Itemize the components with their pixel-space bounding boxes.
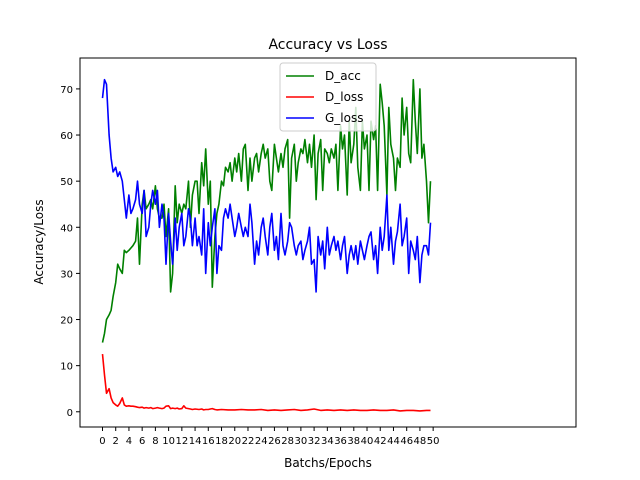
x-tick-label: 24 [255,436,268,447]
y-tick-label: 0 [67,408,73,419]
x-tick-label: 0 [99,436,105,447]
x-tick-label: 20 [228,436,241,447]
x-tick-label: 10 [162,436,175,447]
x-tick-label: 48 [414,436,427,447]
y-axis-label: Accuracy/Loss [32,199,46,284]
series-layer [101,78,432,412]
x-axis-label: Batchs/Epochs [284,456,372,470]
x-tick-label: 30 [295,436,308,447]
y-tick-label: 40 [60,223,73,234]
x-tick-label: 8 [152,436,158,447]
legend-label: D_loss [325,90,363,104]
x-tick-label: 50 [427,436,440,447]
x-tick-label: 44 [387,436,400,447]
legend-label: D_acc [325,69,361,83]
y-tick-label: 20 [60,316,73,327]
series-line-d-acc [101,78,432,343]
x-tick-label: 4 [126,436,132,447]
y-tick-label: 60 [60,131,73,142]
y-tick-label: 10 [60,362,73,373]
x-tick-label: 22 [242,436,255,447]
x-axis: 0 2 4 6 8 10 12 14 16 18 20 22 24 26 28 30 32 34 36 38 40 42 4… [99,427,440,447]
chart-title: Accuracy vs Loss [268,37,387,53]
series-line-d-loss [101,354,431,412]
x-tick-label: 34 [321,436,334,447]
series-line-g-loss [101,78,432,293]
plot-frame [79,57,577,428]
x-tick-label: 26 [268,436,281,447]
y-axis: 0 10 20 30 40 50 60 70 [60,85,80,419]
y-tick-label: 30 [60,269,73,280]
x-tick-label: 40 [361,436,374,447]
x-tick-label: 12 [175,436,188,447]
x-tick-label: 38 [347,436,360,447]
x-tick-label: 14 [189,436,202,447]
x-tick-label: 42 [374,436,387,447]
x-tick-label: 6 [139,436,145,447]
x-tick-label: 16 [202,436,215,447]
y-tick-label: 50 [60,177,73,188]
x-tick-label: 32 [308,436,321,447]
x-tick-label: 28 [281,436,294,447]
legend: D_acc D_loss G_loss [279,62,377,132]
x-tick-label: 18 [215,436,228,447]
legend-box [279,62,377,132]
x-tick-label: 36 [334,436,347,447]
x-tick-label: 46 [400,436,413,447]
x-tick-label: 2 [113,436,119,447]
y-tick-label: 70 [60,85,73,96]
legend-label: G_loss [325,111,363,125]
